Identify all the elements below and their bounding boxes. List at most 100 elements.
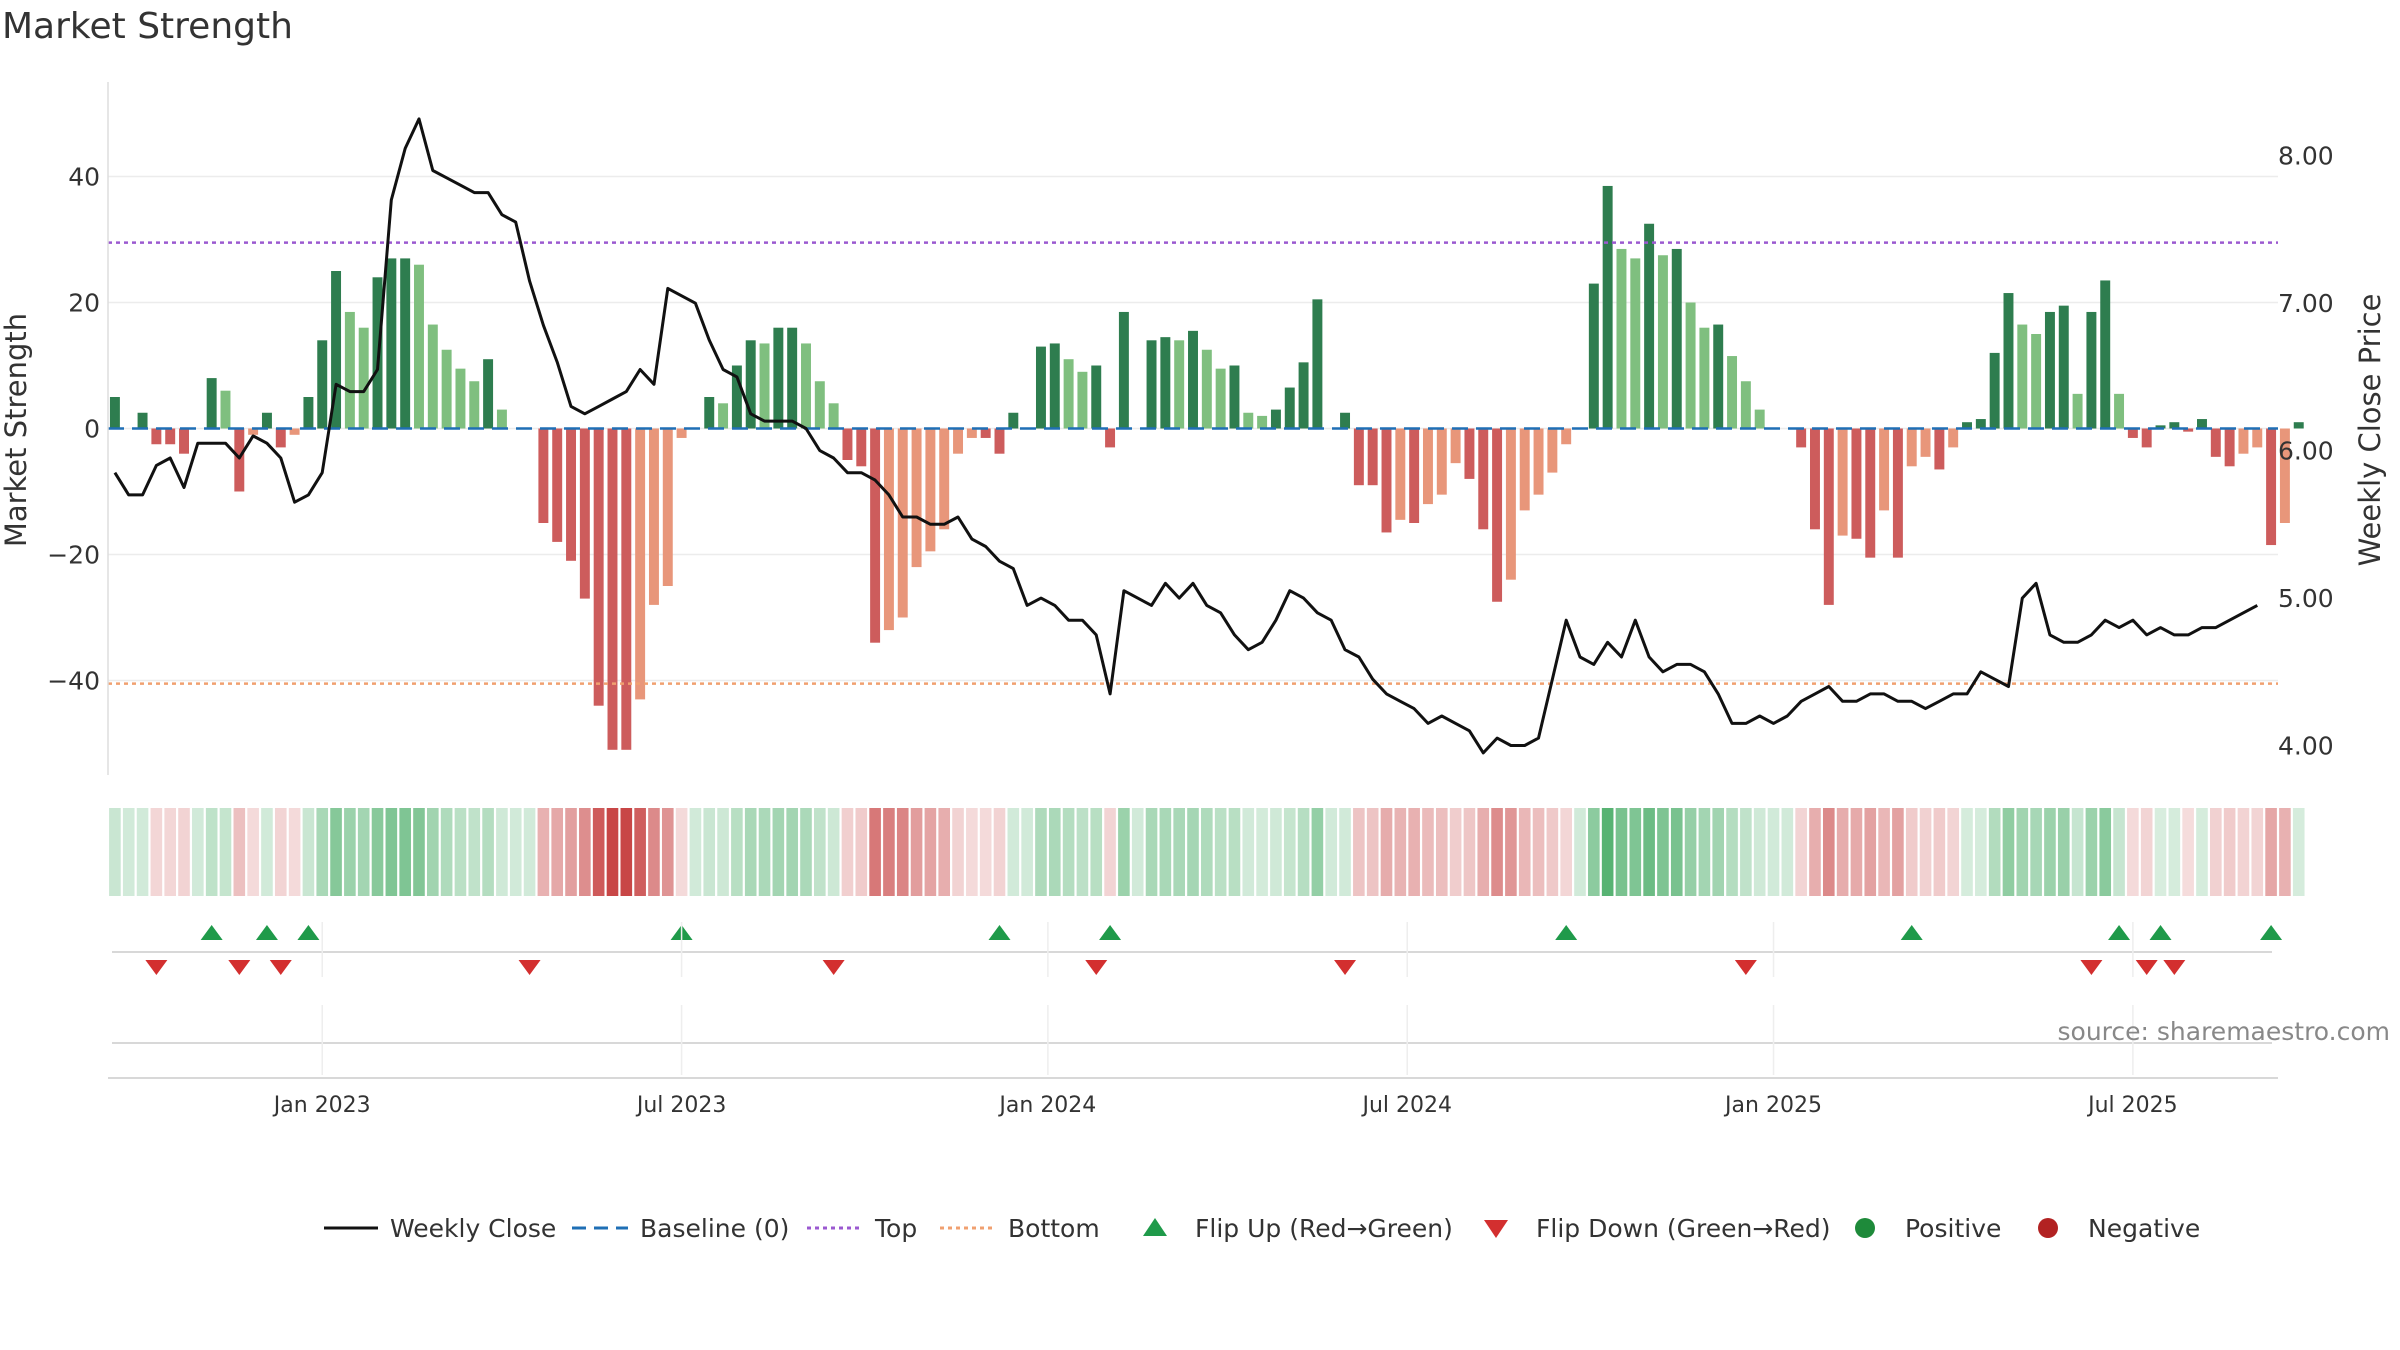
strength-bar (331, 271, 342, 429)
heat-cell (1988, 808, 2001, 896)
heat-strip (109, 808, 2305, 896)
y2-tick-label: 7.00 (2278, 289, 2334, 318)
legend-positive[interactable]: Positive (1835, 1210, 2001, 1246)
flip-up-marker (988, 925, 1011, 940)
strength-bar (1340, 412, 1351, 429)
heat-cell (1712, 808, 1725, 896)
heat-cell (1104, 808, 1116, 896)
strength-bar (966, 428, 977, 438)
strength-bar (1492, 428, 1503, 602)
y2-tick-label: 4.00 (2278, 732, 2334, 761)
strength-bar (1409, 428, 1420, 523)
heat-cell (606, 808, 619, 896)
heat-cell (454, 808, 467, 896)
heat-cell (1698, 808, 1711, 896)
strength-bar (2058, 305, 2069, 429)
y-axis-title: Market Strength (0, 313, 33, 547)
strength-bar (289, 428, 300, 435)
heat-cell (274, 808, 287, 896)
strength-bar (1657, 255, 1668, 429)
strength-bar (1063, 359, 1074, 429)
legend-flip-down[interactable]: Flip Down (Green→Red) (1466, 1210, 1831, 1246)
heat-cell (288, 808, 301, 896)
strength-bar (1713, 324, 1724, 429)
flip-up-marker (200, 925, 223, 940)
legend-top[interactable]: Top (805, 1210, 917, 1246)
x-tick-label: Jul 2024 (1360, 1093, 1452, 1118)
y2-tick-label: 8.00 (2278, 142, 2334, 171)
heat-cell (1574, 808, 1586, 896)
heat-cell (1601, 808, 1614, 896)
heat-cell (1850, 808, 1863, 896)
legend-flip-up[interactable]: Flip Up (Red→Green) (1125, 1210, 1453, 1246)
flip-up-marker (297, 925, 320, 940)
strength-bar (2252, 428, 2263, 448)
heat-cell (993, 808, 1006, 896)
legend-baseline[interactable]: Baseline (0) (570, 1210, 789, 1246)
strength-bar (1174, 340, 1185, 429)
strength-bar (1298, 362, 1309, 429)
strength-bar (179, 428, 189, 454)
heat-cell (1947, 808, 1959, 896)
legend-label: Top (875, 1213, 918, 1243)
heat-cell (1339, 808, 1351, 896)
heat-cell (316, 808, 329, 896)
strength-bar (939, 428, 950, 530)
heat-cell (1892, 808, 1904, 896)
heat-cell (979, 808, 992, 896)
strength-bar (1381, 428, 1392, 533)
strength-bar (1685, 302, 1696, 429)
heat-cell (1090, 808, 1103, 896)
heat-cell (1062, 808, 1075, 896)
strength-bar (676, 428, 687, 438)
strength-bar (1146, 340, 1157, 429)
heat-cell (1657, 808, 1669, 896)
heat-cell (2279, 808, 2291, 896)
legend-label: Baseline (0) (640, 1213, 790, 1243)
heat-cell (1781, 808, 1794, 896)
strength-bar (414, 264, 424, 429)
legend-label: Flip Up (Red→Green) (1195, 1213, 1453, 1243)
heat-cell (247, 808, 259, 896)
heat-cell (1795, 808, 1807, 896)
legend-bottom[interactable]: Bottom (938, 1210, 1100, 1246)
heat-cell (1228, 808, 1241, 896)
strength-bar (662, 428, 673, 586)
strength-bar (1270, 409, 1281, 429)
strength-bar (441, 349, 452, 429)
heat-cell (579, 808, 591, 896)
heat-cell (1187, 808, 1199, 896)
legend-label: Positive (1905, 1213, 2002, 1243)
heat-cell (399, 808, 411, 896)
strength-bar (1630, 258, 1641, 429)
strength-bar (1934, 428, 1945, 470)
heat-cell (371, 808, 384, 896)
strength-bar (1865, 428, 1876, 558)
heat-cell (689, 808, 702, 896)
heat-cell (385, 808, 398, 896)
strength-bar (1809, 428, 1820, 530)
strength-bar (1215, 368, 1226, 429)
heat-cell (2071, 808, 2084, 896)
strength-bar (1644, 223, 1655, 429)
heat-cell (233, 808, 246, 896)
heat-cell (302, 808, 315, 896)
strength-bar (1395, 428, 1406, 520)
strength-bar (1879, 428, 1890, 511)
heat-cell (2168, 808, 2181, 896)
heat-cell (883, 808, 895, 896)
legend-weekly-close[interactable]: Weekly Close (320, 1210, 556, 1246)
strength-bar (579, 428, 590, 599)
heat-cell (1270, 808, 1282, 896)
chart-title: Market Strength (2, 6, 293, 47)
heat-cell (440, 808, 453, 896)
y-tick-label: −20 (47, 541, 100, 570)
heat-cell (1809, 808, 1821, 896)
strength-bar (1962, 422, 1972, 429)
legend-label: Bottom (1008, 1213, 1100, 1243)
heat-cell (1145, 808, 1158, 896)
strength-bar (1257, 415, 1268, 429)
x-tick-label: Jan 2025 (1723, 1093, 1822, 1118)
circle-icon (1835, 1210, 1895, 1246)
legend-negative[interactable]: Negative (2018, 1210, 2200, 1246)
